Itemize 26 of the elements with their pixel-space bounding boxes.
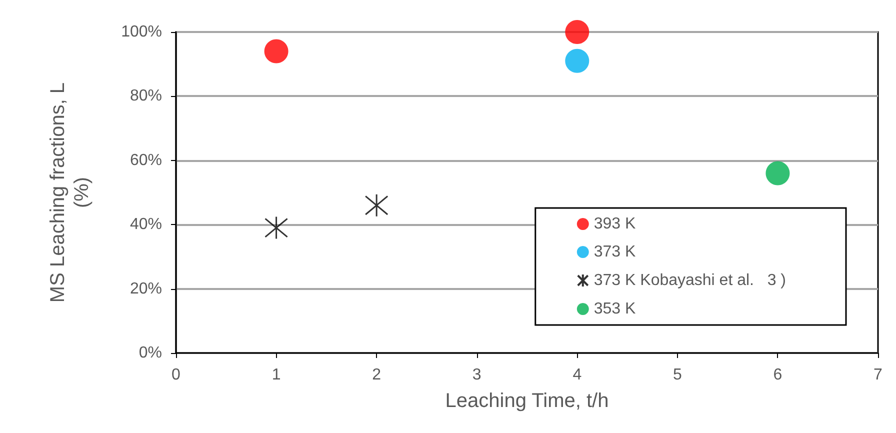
y-tick-label: 20% [130, 280, 162, 298]
y-tick-label: 80% [130, 88, 162, 105]
y-tick-label: 60% [130, 152, 162, 169]
legend-label: 393 K [594, 216, 636, 232]
x-tick-label: 7 [874, 366, 883, 384]
x-tick-label: 4 [572, 366, 582, 384]
legend-label: 373 K Kobayashi et al. 3 ) [594, 272, 786, 289]
y-tick-label: 40% [130, 216, 162, 234]
point [364, 194, 388, 218]
point [565, 48, 590, 73]
x-tick-label: 5 [672, 366, 682, 384]
legend-label: 353 K [594, 300, 636, 318]
x-tick-label: 0 [172, 366, 181, 384]
x-tick-label: 2 [372, 366, 382, 384]
x-tick-label: 3 [472, 366, 482, 384]
y-tick-label: 0% [138, 344, 162, 362]
point [766, 161, 790, 186]
point [264, 39, 288, 64]
y-tick-label: 100% [121, 24, 162, 40]
legend-label: 373 K [594, 244, 636, 260]
x-tick-label: 1 [272, 366, 281, 384]
point [565, 20, 590, 44]
y-axis-title: MS Leaching fractions, L (%) [47, 82, 93, 303]
x-axis-title: Leaching Time, t/h [445, 390, 609, 412]
point [264, 216, 288, 240]
x-tick-label: 6 [773, 366, 782, 384]
